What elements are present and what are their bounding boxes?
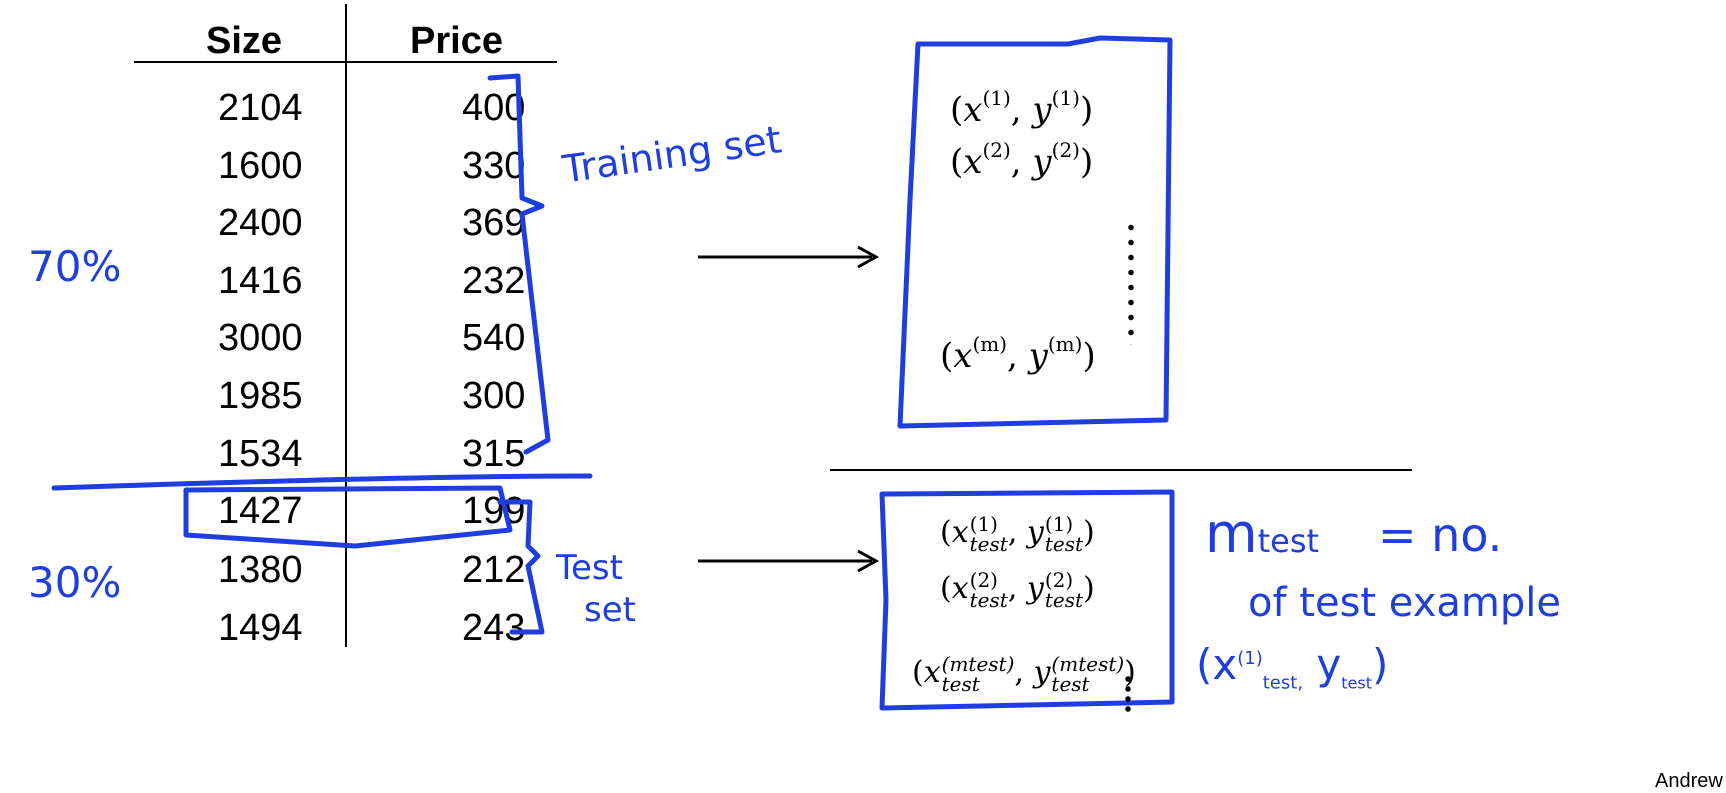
size-column-header: Size <box>206 20 283 62</box>
arrow-to-training-box <box>698 245 880 269</box>
training-pair-2: (x(2), y(2)) <box>950 138 1094 182</box>
training-price-cell: 300 <box>462 375 526 417</box>
test-price-cell: 243 <box>462 607 526 649</box>
test-size-cell: 1427 <box>218 490 303 532</box>
training-price-cell: 330 <box>462 145 526 187</box>
percent-training-label: 70% <box>28 242 122 291</box>
column-divider <box>345 4 347 647</box>
train-test-split-line <box>51 473 593 491</box>
handwritten-test-pair: (x(1)test, ytest) <box>1196 640 1389 694</box>
test-set-brace <box>497 499 545 635</box>
training-examples-box <box>897 35 1173 429</box>
test-examples-box <box>879 489 1175 711</box>
training-set-brace <box>487 73 551 455</box>
section-separator-line <box>830 469 1412 471</box>
training-size-cell: 3000 <box>218 317 303 359</box>
training-size-cell: 2104 <box>218 87 303 129</box>
highlight-1427-199 <box>183 485 513 549</box>
training-price-cell: 540 <box>462 317 526 359</box>
training-price-cell: 315 <box>462 433 526 475</box>
training-vertical-ellipsis <box>1128 220 1134 345</box>
mtest-symbol: mtest <box>1205 502 1320 565</box>
arrow-to-test-box <box>698 549 880 573</box>
training-price-cell: 400 <box>462 87 526 129</box>
training-pair-m: (x(m), y(m)) <box>940 332 1096 376</box>
test-size-cell: 1494 <box>218 607 303 649</box>
test-price-cell: 199 <box>462 490 526 532</box>
training-size-cell: 1416 <box>218 260 303 302</box>
training-size-cell: 1534 <box>218 433 303 475</box>
test-pair-1: (x (1) test, y (1) test) <box>940 512 1095 556</box>
test-price-cell: 212 <box>462 549 526 591</box>
training-price-cell: 369 <box>462 202 526 244</box>
percent-test-label: 30% <box>28 558 122 607</box>
training-size-cell: 1985 <box>218 375 303 417</box>
author-credit: Andrew <box>1655 770 1723 792</box>
test-vertical-ellipsis <box>1125 674 1131 716</box>
price-column-header: Price <box>410 20 503 62</box>
test-size-cell: 1380 <box>218 549 303 591</box>
training-size-cell: 1600 <box>218 145 303 187</box>
training-pair-1: (x(1), y(1)) <box>950 86 1094 130</box>
test-set-label-line2: set <box>584 590 636 630</box>
mtest-definition-line2: of test example <box>1248 580 1561 626</box>
mtest-definition-line1: = no. <box>1378 508 1503 562</box>
training-size-cell: 2400 <box>218 202 303 244</box>
test-set-label-line1: Test <box>556 548 623 588</box>
test-pair-m: (x (mtest) test, y (mtest) test) <box>912 652 1136 696</box>
test-pair-2: (x (2) test, y (2) test) <box>940 568 1095 612</box>
training-price-cell: 232 <box>462 260 526 302</box>
